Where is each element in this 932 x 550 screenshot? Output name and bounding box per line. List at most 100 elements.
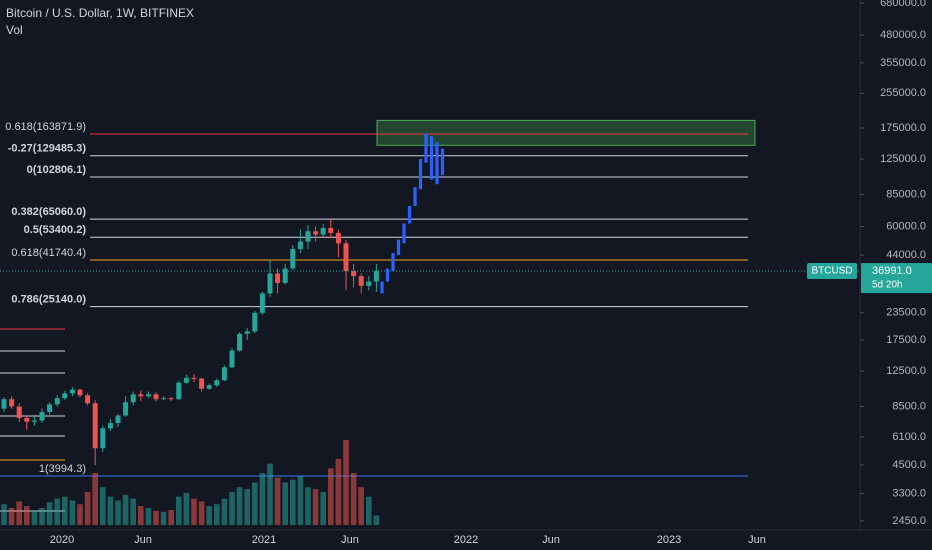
y-tick-label: 85000.0 — [886, 188, 926, 200]
fib-label: 0.786(25140.0) — [11, 294, 86, 306]
volume-bar — [290, 479, 296, 525]
candle-body — [290, 249, 296, 269]
fib-label: -0.27(129485.3) — [8, 143, 87, 155]
volume-bar — [145, 508, 152, 525]
volume-bar — [312, 489, 319, 525]
projection-bar — [418, 158, 423, 190]
candle-body — [305, 231, 311, 242]
volume-bar — [206, 506, 212, 525]
projection-bar — [435, 142, 439, 185]
candle-body — [54, 398, 60, 405]
candle-body — [24, 417, 30, 422]
fib-label: 0(102806.1) — [27, 164, 87, 176]
price-axis: 680000.0 480000.0 355000.0 255000.0 175000.0… — [860, 0, 926, 527]
y-tick-label: 4500.0 — [892, 459, 926, 471]
volume-label: Vol — [6, 23, 23, 37]
volume-bar — [274, 477, 281, 525]
candle-body — [9, 399, 15, 407]
candle-body — [130, 394, 136, 403]
chart-title: Bitcoin / U.S. Dollar, 1W, BITFINEX — [6, 6, 194, 20]
x-tick-label: Jun — [542, 534, 560, 546]
volume-bar — [115, 500, 121, 525]
volume-bar — [107, 496, 114, 525]
volume-bar — [244, 489, 250, 525]
candle-body — [1, 399, 7, 409]
y-tick-label: 2450.0 — [892, 515, 926, 527]
candle-body — [252, 312, 258, 332]
candle-body — [206, 385, 212, 389]
symbol-badge — [807, 263, 857, 280]
candle-body — [267, 273, 273, 294]
candle-body — [39, 412, 45, 421]
volume-bar — [305, 487, 311, 525]
last-price-label: 36991.0 — [872, 265, 912, 277]
candle-body — [183, 377, 189, 383]
volume-bar — [252, 482, 258, 525]
projection-bar — [429, 136, 434, 180]
volume-bar — [267, 463, 273, 525]
volume-bar — [297, 475, 304, 525]
volume-bar — [214, 504, 220, 525]
y-tick-label: 8500.0 — [892, 400, 926, 412]
y-tick-label: 480000.0 — [880, 29, 926, 41]
volume-bar — [236, 487, 243, 525]
volume-bar — [138, 506, 144, 525]
candle-body — [16, 406, 22, 418]
candle-body — [153, 394, 159, 400]
candle-body — [351, 271, 357, 277]
volume-bar — [160, 511, 167, 525]
fib-label: 0.618(41740.4) — [11, 247, 86, 259]
volume-bar — [39, 508, 45, 525]
volume-bar — [31, 510, 38, 525]
projection-bar — [413, 187, 417, 206]
volume-bar — [24, 506, 30, 525]
volume-bar — [335, 458, 342, 525]
candle-body — [176, 382, 182, 400]
candle-body — [313, 231, 319, 235]
candle-body — [161, 398, 167, 400]
countdown-label: 5d 20h — [872, 280, 903, 291]
volume-bar — [191, 498, 197, 525]
x-tick-label: Jun — [748, 534, 766, 546]
x-tick-label: 2023 — [657, 534, 681, 546]
candle-body — [214, 380, 220, 386]
volume-bar — [350, 473, 357, 525]
volume-bar — [183, 492, 190, 525]
volume-bar — [221, 498, 228, 525]
candle-body — [229, 350, 235, 368]
fib-label: 0.5(53400.2) — [24, 224, 87, 236]
volume-bar — [168, 509, 174, 525]
x-tick-label: Jun — [134, 534, 152, 546]
candle-body — [145, 394, 151, 397]
candle-body — [31, 420, 37, 422]
projection-bar — [391, 253, 395, 272]
candle-body — [107, 423, 113, 429]
volume-bar — [8, 508, 15, 525]
projection-bar — [396, 239, 401, 256]
candle-body — [62, 393, 68, 399]
candle-body — [373, 271, 379, 282]
candle-body — [115, 415, 121, 424]
x-tick-label: 2021 — [252, 534, 276, 546]
y-tick-label: 175000.0 — [880, 122, 926, 134]
volume-bar — [16, 501, 22, 525]
candle-body — [47, 404, 53, 413]
y-tick-label: 6100.0 — [892, 431, 926, 443]
projection-bar — [402, 223, 406, 244]
volume-bar — [46, 502, 53, 525]
candle-body — [77, 389, 83, 396]
candle-body — [168, 398, 174, 400]
volume-bar — [358, 487, 364, 525]
candle-body — [259, 293, 265, 313]
candle-body — [100, 428, 106, 449]
candle-body — [275, 273, 281, 283]
y-tick-label: 17500.0 — [886, 334, 926, 346]
candle-body — [297, 241, 303, 250]
symbol-label: BTCUSD — [811, 266, 852, 277]
candle-body — [237, 333, 243, 351]
candle-body — [85, 395, 91, 404]
volume-bar — [130, 498, 136, 525]
